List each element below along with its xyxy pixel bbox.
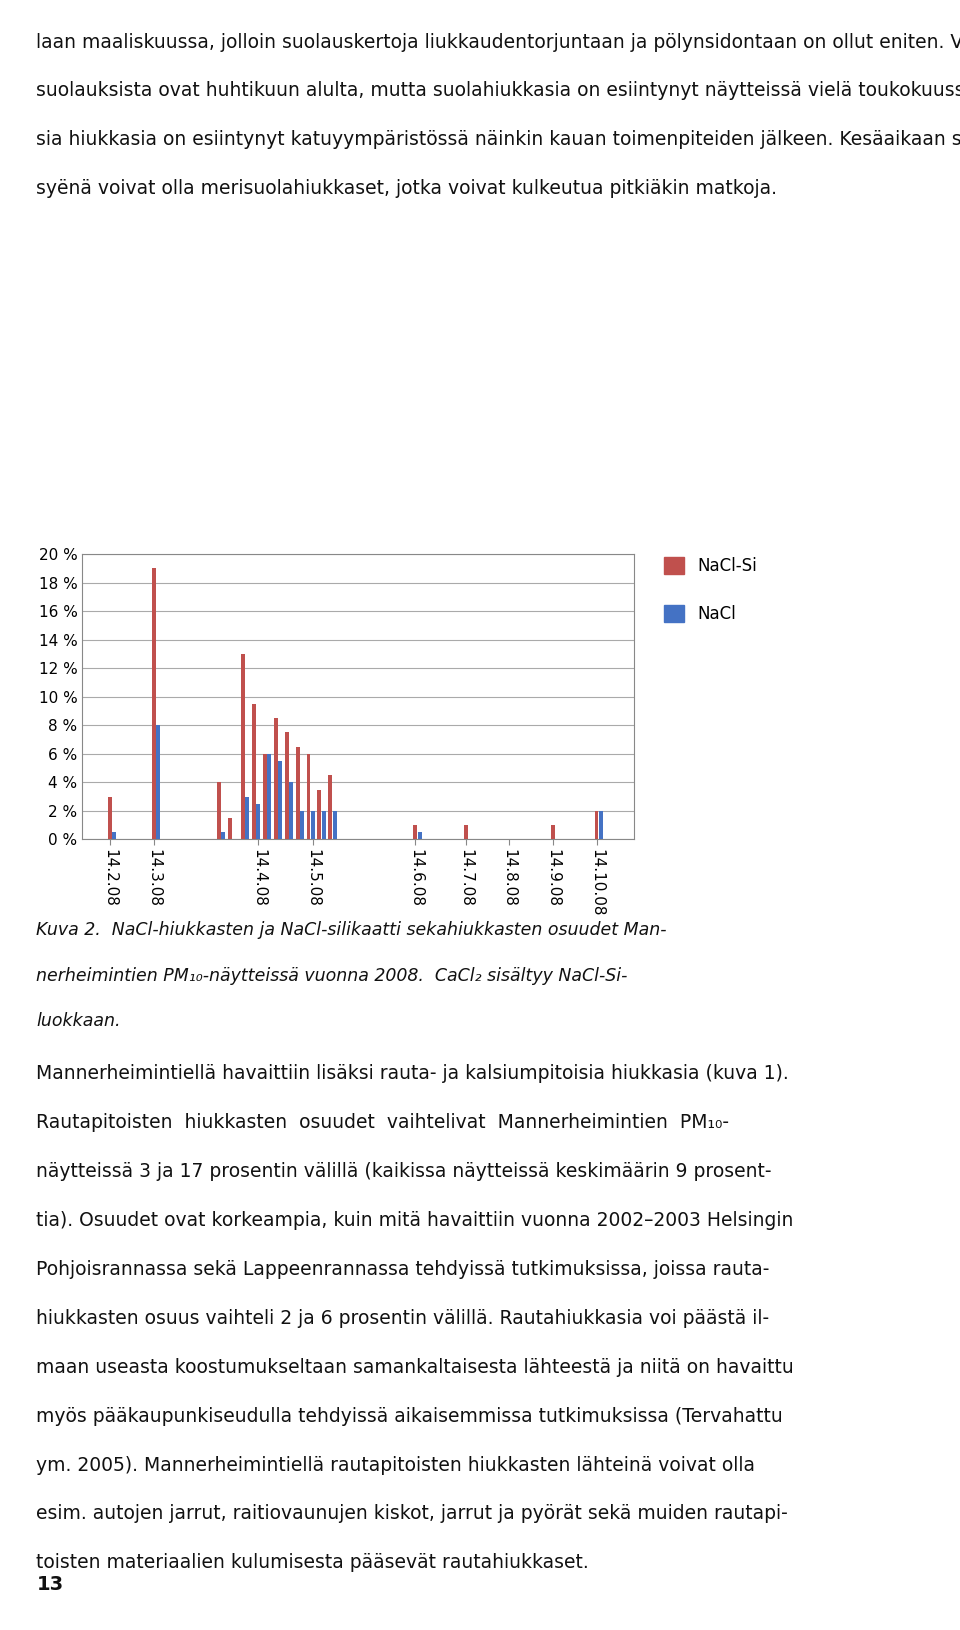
Bar — [278, 761, 282, 839]
Text: laan maaliskuussa, jolloin suolauskertoja liukkaudentorjuntaan ja pölynsidontaan: laan maaliskuussa, jolloin suolauskertoj… — [36, 33, 960, 52]
Bar — [414, 825, 418, 839]
Bar — [333, 812, 337, 839]
Text: Rautapitoisten  hiukkasten  osuudet  vaihtelivat  Mannerheimintien  PM₁₀-: Rautapitoisten hiukkasten osuudet vaihte… — [36, 1113, 730, 1133]
Text: Mannerheimintiellä havaittiin lisäksi rauta- ja kalsiumpitoisia hiukkasia (kuva : Mannerheimintiellä havaittiin lisäksi ra… — [36, 1064, 789, 1084]
Text: Pohjoisrannassa sekä Lappeenrannassa tehdyissä tutkimuksissa, joissa rauta-: Pohjoisrannassa sekä Lappeenrannassa teh… — [36, 1260, 770, 1280]
Legend: NaCl-Si, NaCl: NaCl-Si, NaCl — [664, 557, 757, 623]
Bar — [274, 719, 277, 839]
Text: 13: 13 — [36, 1575, 63, 1594]
Text: Kuva 2.  NaCl-hiukkasten ja NaCl-silikaatti sekahiukkasten osuudet Man-: Kuva 2. NaCl-hiukkasten ja NaCl-silikaat… — [36, 921, 667, 939]
Text: myös pääkaupunkiseudulla tehdyissä aikaisemmissa tutkimuksissa (Tervahattu: myös pääkaupunkiseudulla tehdyissä aikai… — [36, 1407, 783, 1426]
Text: esim. autojen jarrut, raitiovaunujen kiskot, jarrut ja pyörät sekä muiden rautap: esim. autojen jarrut, raitiovaunujen kis… — [36, 1504, 788, 1524]
Bar — [252, 704, 256, 839]
Bar — [222, 833, 226, 839]
Text: ym. 2005). Mannerheimintiellä rautapitoisten hiukkasten lähteinä voivat olla: ym. 2005). Mannerheimintiellä rautapitoi… — [36, 1456, 756, 1475]
Bar — [464, 825, 468, 839]
Bar — [311, 812, 315, 839]
Text: sia hiukkasia on esiintynyt katuyympäristössä näinkin kauan toimenpiteiden jälke: sia hiukkasia on esiintynyt katuyympäris… — [36, 130, 960, 150]
Bar — [156, 725, 160, 839]
Text: luokkaan.: luokkaan. — [36, 1012, 121, 1030]
Bar — [594, 812, 598, 839]
Bar — [300, 812, 304, 839]
Bar — [256, 804, 260, 839]
Text: nerheimintien PM₁₀-näytteissä vuonna 2008.  CaCl₂ sisältyy NaCl-Si-: nerheimintien PM₁₀-näytteissä vuonna 200… — [36, 967, 628, 985]
Bar — [152, 569, 156, 839]
Bar — [289, 782, 293, 839]
Bar — [217, 782, 221, 839]
Bar — [599, 812, 603, 839]
Bar — [267, 753, 271, 839]
Bar — [551, 825, 555, 839]
Text: syënä voivat olla merisuolahiukkaset, jotka voivat kulkeutua pitkiäkin matkoja.: syënä voivat olla merisuolahiukkaset, jo… — [36, 179, 778, 199]
Text: suolauksista ovat huhtikuun alulta, mutta suolahiukkasia on esiintynyt näytteiss: suolauksista ovat huhtikuun alulta, mutt… — [36, 82, 960, 101]
Bar — [306, 753, 310, 839]
Text: hiukkasten osuus vaihteli 2 ja 6 prosentin välillä. Rautahiukkasia voi päästä il: hiukkasten osuus vaihteli 2 ja 6 prosent… — [36, 1309, 770, 1328]
Bar — [112, 833, 116, 839]
Text: toisten materiaalien kulumisesta pääsevät rautahiukkaset.: toisten materiaalien kulumisesta pääsevä… — [36, 1553, 589, 1573]
Bar — [228, 818, 232, 839]
Text: tia). Osuudet ovat korkeampia, kuin mitä havaittiin vuonna 2002–2003 Helsingin: tia). Osuudet ovat korkeampia, kuin mitä… — [36, 1211, 794, 1231]
Bar — [246, 797, 250, 839]
Text: näytteissä 3 ja 17 prosentin välillä (kaikissa näytteissä keskimäärin 9 prosent-: näytteissä 3 ja 17 prosentin välillä (ka… — [36, 1162, 772, 1182]
Text: maan useasta koostumukseltaan samankaltaisesta lähteestä ja niitä on havaittu: maan useasta koostumukseltaan samankalta… — [36, 1358, 794, 1377]
Bar — [285, 732, 289, 839]
Bar — [328, 776, 332, 839]
Bar — [322, 812, 325, 839]
Bar — [263, 753, 267, 839]
Bar — [418, 833, 421, 839]
Bar — [241, 654, 245, 839]
Bar — [108, 797, 112, 839]
Bar — [318, 789, 322, 839]
Bar — [296, 747, 300, 839]
